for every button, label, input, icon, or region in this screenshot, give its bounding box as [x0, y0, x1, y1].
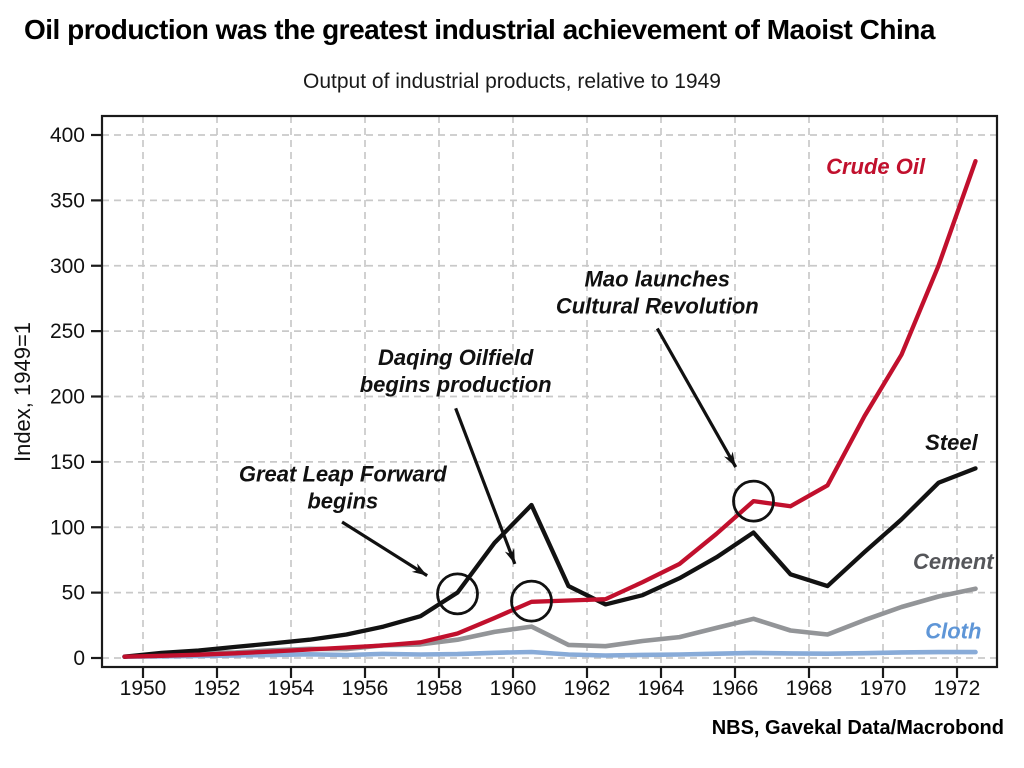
annotation-text-1: begins production [360, 372, 552, 397]
y-tick-label: 50 [62, 582, 85, 605]
y-tick-label: 0 [73, 647, 85, 670]
chart-subtitle: Output of industrial products, relative … [303, 70, 721, 93]
annotation-text-0: Great Leap Forward [239, 462, 447, 487]
annotation-circle-1 [510, 579, 553, 623]
series-line-crude-oil [122, 158, 978, 659]
chart-title: Oil production was the greatest industri… [24, 14, 935, 45]
series-label-crude-oil: Crude Oil [826, 154, 926, 179]
x-tick-label: 1972 [934, 677, 981, 700]
x-tick-label: 1962 [564, 677, 611, 700]
x-tick-label: 1958 [416, 677, 463, 700]
annotation-text-2: Cultural Revolution [556, 294, 759, 319]
series-line-steel [122, 466, 978, 659]
series-label-cloth: Cloth [925, 618, 981, 643]
y-tick-label: 150 [50, 451, 85, 474]
x-tick-label: 1956 [342, 677, 389, 700]
annotation-text-0: begins [307, 489, 378, 514]
x-tick-label: 1954 [268, 677, 315, 700]
series-line-cloth [122, 649, 978, 660]
series-label-cement: Cement [913, 549, 995, 574]
y-tick-label: 250 [50, 320, 85, 343]
annotation-arrow-1 [454, 407, 517, 565]
x-tick-label: 1952 [194, 677, 241, 700]
y-tick-label: 400 [50, 124, 85, 147]
x-tick-label: 1950 [120, 677, 167, 700]
annotation-circle-0 [436, 572, 479, 616]
annotation-circle-2 [732, 479, 775, 523]
series-label-steel: Steel [925, 430, 978, 455]
annotation-text-1: Daqing Oilfield [378, 345, 534, 370]
annotation-arrow-2 [655, 327, 738, 468]
x-tick-label: 1968 [786, 677, 833, 700]
source-attribution: NBS, Gavekal Data/Macrobond [711, 717, 1004, 739]
x-tick-label: 1960 [490, 677, 537, 700]
annotation-text-2: Mao launches [585, 267, 730, 292]
annotation-arrow-0 [341, 520, 429, 577]
y-tick-label: 200 [50, 386, 85, 409]
y-tick-label: 350 [50, 189, 85, 212]
y-tick-label: 100 [50, 516, 85, 539]
y-axis-title: Index, 1949=1 [10, 322, 35, 462]
x-tick-label: 1966 [712, 677, 759, 700]
x-tick-label: 1970 [860, 677, 907, 700]
y-tick-label: 300 [50, 255, 85, 278]
x-tick-label: 1964 [638, 677, 685, 700]
plot-frame [100, 114, 999, 669]
